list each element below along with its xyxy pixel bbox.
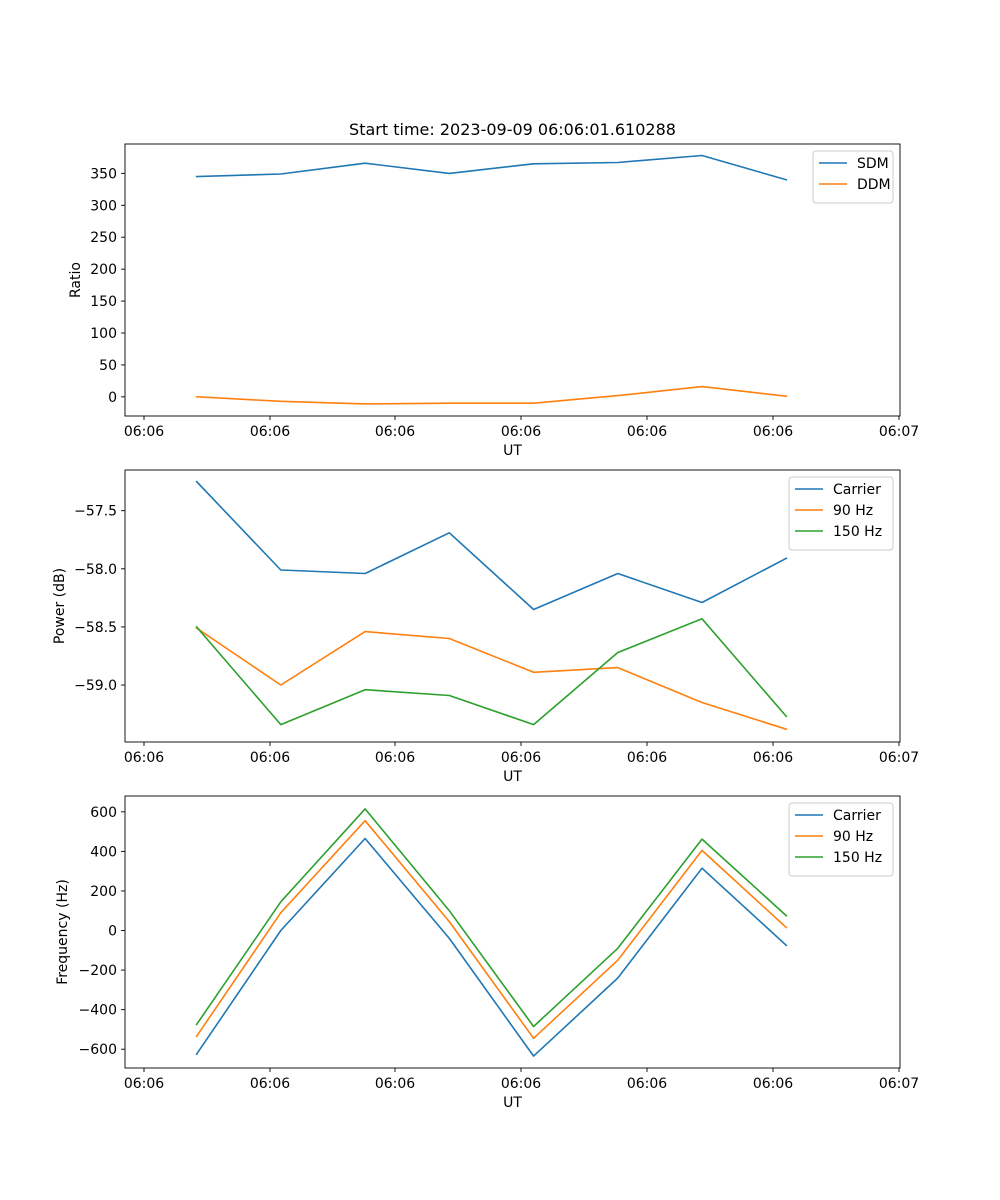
chart-title: Start time: 2023-09-09 06:06:01.610288 [349, 120, 676, 139]
chart-panel-3: 06:06 06:06 06:06 06:06 06:06 06:06 06:07 −600 −… [55, 795, 919, 1111]
x-tick-label: 06:06 [375, 750, 415, 766]
y-tick-label: 300 [90, 198, 117, 214]
x-tick-label: 06:06 [501, 1076, 541, 1092]
legend-label: Carrier [833, 482, 881, 498]
x-tick-label: 06:07 [879, 424, 919, 440]
y-axis-label: Power (dB) [52, 568, 68, 644]
y-tick-label: −600 [79, 1042, 117, 1058]
legend: SDM DDM [812, 150, 894, 204]
axes-frame [124, 469, 901, 743]
y-tick-label: −200 [79, 963, 117, 979]
x-tick-label: 06:06 [627, 1076, 667, 1092]
x-tick-label: 06:06 [250, 750, 290, 766]
axes-frame [124, 795, 901, 1069]
x-tick-label: 06:06 [124, 750, 164, 766]
legend-label: 150 Hz [833, 524, 882, 540]
legend-label: DDM [857, 177, 891, 193]
legend: Carrier 90 Hz 150 Hz [788, 802, 894, 877]
x-tick-label: 06:06 [124, 424, 164, 440]
y-tick-label: 100 [90, 326, 117, 342]
y-tick-label: −59.0 [74, 678, 117, 694]
y-tick-label: −400 [79, 1003, 117, 1019]
x-axis-label: UT [503, 443, 522, 459]
y-tick-label: 400 [90, 844, 117, 860]
x-tick-label: 06:06 [375, 424, 415, 440]
y-tick-label: 0 [108, 924, 117, 940]
chart-panel-2: 06:06 06:06 06:06 06:06 06:06 06:06 06:07 −57.5… [52, 469, 919, 785]
series-line-carrier [195, 480, 788, 611]
y-tick-label: −57.5 [74, 504, 117, 520]
x-tick-label: 06:06 [124, 1076, 164, 1092]
chart-panel-1: Start time: 2023-09-09 06:06:01.610288 06… [68, 120, 919, 459]
y-tick-label: 250 [90, 230, 117, 246]
axes-frame [124, 143, 901, 417]
y-tick-label: 600 [90, 805, 117, 821]
legend-label: 90 Hz [833, 829, 873, 845]
legend-label: 90 Hz [833, 503, 873, 519]
x-tick-label: 06:06 [250, 424, 290, 440]
series-line-carrier [195, 837, 788, 1057]
series-line-ddm [195, 385, 788, 405]
x-axis-label: UT [503, 769, 522, 785]
y-tick-label: 50 [99, 358, 117, 374]
x-tick-label: 06:06 [501, 424, 541, 440]
x-tick-label: 06:06 [501, 750, 541, 766]
legend-label: SDM [857, 156, 889, 172]
x-tick-label: 06:07 [879, 750, 919, 766]
y-axis-label: Ratio [68, 262, 84, 298]
legend-box [812, 150, 894, 204]
y-tick-label: 200 [90, 884, 117, 900]
x-axis-label: UT [503, 1095, 522, 1111]
series-line-90-hz [195, 819, 788, 1040]
x-tick-label: 06:06 [250, 1076, 290, 1092]
y-tick-label: 0 [108, 390, 117, 406]
x-tick-label: 06:07 [879, 1076, 919, 1092]
x-tick-label: 06:06 [627, 424, 667, 440]
legend: Carrier 90 Hz 150 Hz [788, 476, 894, 551]
series-line-150-hz [195, 808, 788, 1028]
y-tick-label: 150 [90, 294, 117, 310]
y-tick-label: −58.5 [74, 620, 117, 636]
series-line-90-hz [195, 626, 788, 731]
y-tick-label: −58.0 [74, 562, 117, 578]
x-tick-label: 06:06 [375, 1076, 415, 1092]
x-tick-label: 06:06 [627, 750, 667, 766]
series-line-sdm [195, 154, 788, 181]
x-tick-label: 06:06 [753, 750, 793, 766]
y-axis-label: Frequency (Hz) [55, 879, 71, 985]
legend-label: 150 Hz [833, 850, 882, 866]
y-tick-label: 350 [90, 166, 117, 182]
y-tick-label: 200 [90, 262, 117, 278]
x-tick-label: 06:06 [753, 1076, 793, 1092]
legend-label: Carrier [833, 808, 881, 824]
x-tick-label: 06:06 [753, 424, 793, 440]
series-line-150-hz [195, 617, 788, 726]
